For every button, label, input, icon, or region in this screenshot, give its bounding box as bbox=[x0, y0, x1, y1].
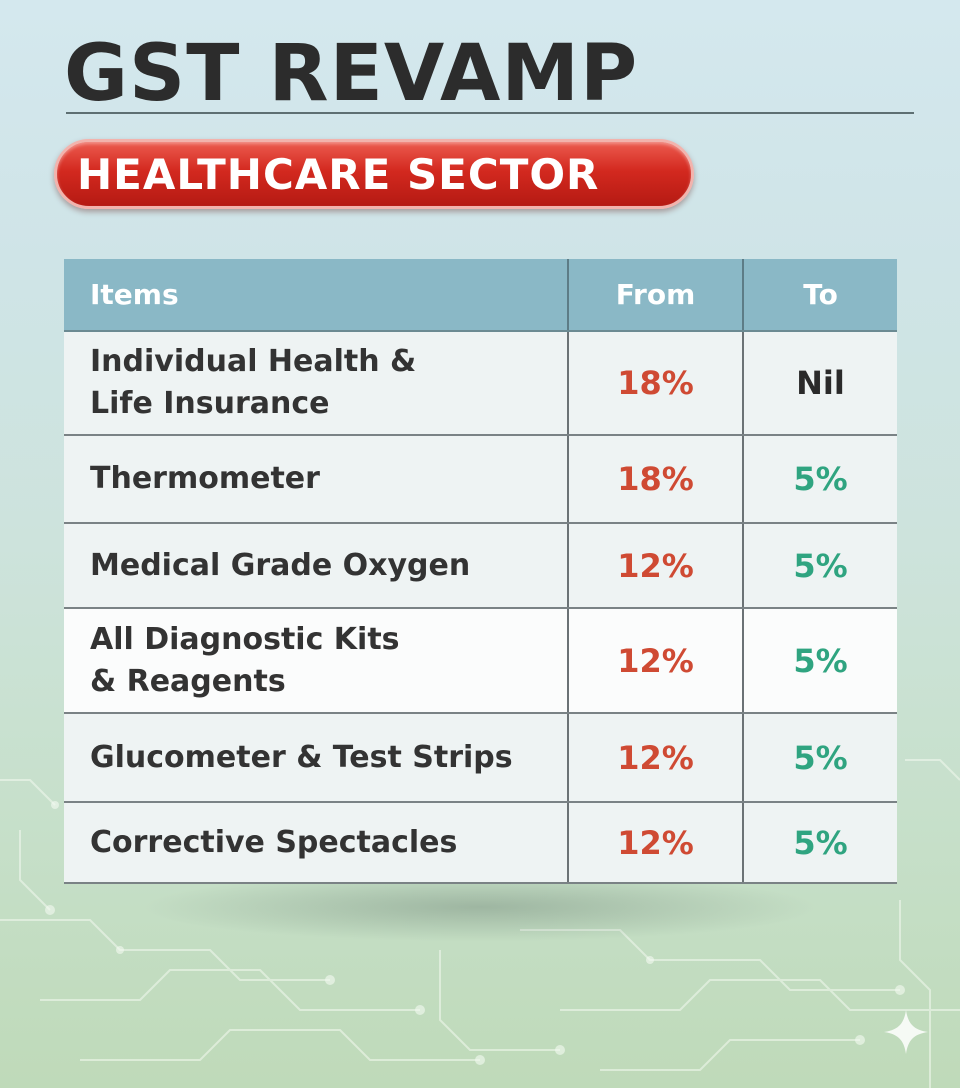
item-name-line: Corrective Spectacles bbox=[90, 824, 458, 860]
to-rate-cell: 5% bbox=[742, 435, 897, 524]
sector-banner-label: HEALTHCARE SECTOR bbox=[77, 150, 600, 199]
column-header-items: Items bbox=[64, 259, 568, 332]
table-row: All Diagnostic Kits & Reagents 12% 5% bbox=[64, 608, 897, 714]
from-rate-cell: 12% bbox=[567, 802, 743, 884]
item-name-line: Individual Health & bbox=[90, 344, 417, 379]
table-row: Thermometer 18% 5% bbox=[64, 435, 897, 524]
to-rate-cell: 5% bbox=[742, 802, 897, 884]
item-cell: Individual Health & Life Insurance bbox=[64, 331, 568, 436]
item-cell: Glucometer & Test Strips bbox=[64, 713, 568, 803]
item-cell: Corrective Spectacles bbox=[64, 802, 568, 884]
item-name-line: Glucometer & Test Strips bbox=[90, 739, 513, 775]
table-shadow bbox=[140, 872, 820, 942]
item-name-line: All Diagnostic Kits bbox=[90, 621, 400, 657]
table-row: Medical Grade Oxygen 12% 5% bbox=[64, 523, 897, 609]
table-row: Corrective Spectacles 12% 5% bbox=[64, 802, 897, 884]
to-rate-cell: 5% bbox=[742, 608, 897, 714]
to-rate-cell: Nil bbox=[742, 331, 897, 436]
page-title: GST REVAMP bbox=[64, 29, 639, 119]
item-cell: Thermometer bbox=[64, 435, 568, 524]
to-rate-cell: 5% bbox=[742, 523, 897, 609]
table-row: Individual Health & Life Insurance 18% N… bbox=[64, 331, 897, 436]
sparkle-icon bbox=[884, 1010, 928, 1054]
from-rate-cell: 12% bbox=[567, 523, 743, 609]
from-rate-cell: 12% bbox=[567, 608, 743, 714]
to-rate-cell: 5% bbox=[742, 713, 897, 803]
from-rate-cell: 18% bbox=[567, 435, 743, 524]
item-cell: Medical Grade Oxygen bbox=[64, 523, 568, 609]
from-rate-cell: 18% bbox=[567, 331, 743, 436]
item-name-line: Life Insurance bbox=[90, 386, 330, 421]
gst-rate-table: Items From To Individual Health & Life I… bbox=[64, 259, 897, 884]
item-name-line: Thermometer bbox=[90, 461, 320, 496]
column-header-from: From bbox=[567, 259, 743, 332]
table-header-row: Items From To bbox=[64, 259, 897, 332]
from-rate-cell: 12% bbox=[567, 713, 743, 803]
column-header-to: To bbox=[742, 259, 897, 332]
item-name-line: Medical Grade Oxygen bbox=[90, 547, 471, 583]
table-row: Glucometer & Test Strips 12% 5% bbox=[64, 713, 897, 803]
item-cell: All Diagnostic Kits & Reagents bbox=[64, 608, 568, 714]
item-name-line: & Reagents bbox=[90, 663, 286, 699]
sector-banner: HEALTHCARE SECTOR bbox=[54, 139, 694, 209]
title-divider bbox=[66, 112, 914, 114]
